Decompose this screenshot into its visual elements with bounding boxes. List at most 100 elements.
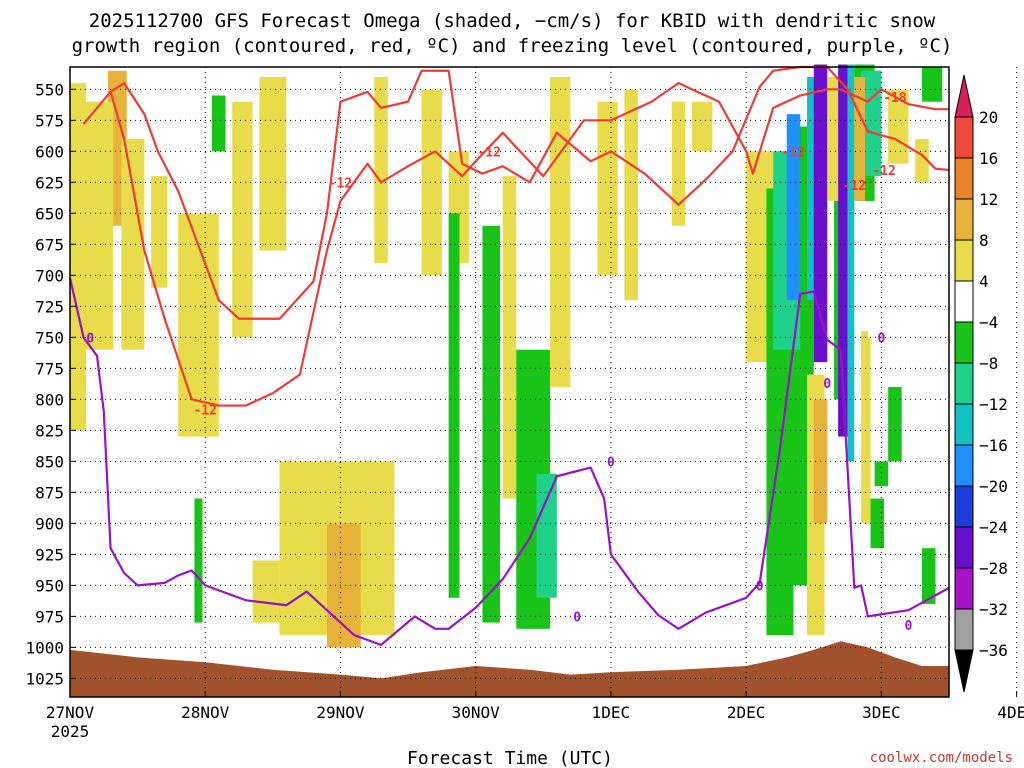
colorbar-segment xyxy=(954,403,974,446)
terrain-fill xyxy=(70,641,949,697)
colorbar-segment xyxy=(954,280,974,323)
purple-contour-label: 0 xyxy=(905,619,913,634)
colorbar-segment xyxy=(954,485,974,528)
purple-contour-label: 0 xyxy=(877,331,885,346)
x-tick-label: 28NOV xyxy=(181,703,230,722)
credit-text: coolwx.com/models xyxy=(870,750,1013,766)
colorbar-label: 8 xyxy=(979,231,989,250)
colorbar-label: 4 xyxy=(979,272,989,291)
omega-region xyxy=(921,548,936,604)
colorbar-label: −8 xyxy=(979,354,998,373)
omega-region xyxy=(252,560,280,623)
red-contour-label: -12 xyxy=(477,145,500,160)
omega-region xyxy=(874,461,889,487)
omega-region xyxy=(861,331,868,356)
colorbar-label: 16 xyxy=(979,149,998,168)
purple-contour-label: 0 xyxy=(573,610,581,625)
y-tick-label: 875 xyxy=(35,483,64,502)
colorbar-segment xyxy=(954,444,974,487)
omega-region xyxy=(70,83,87,431)
omega-region xyxy=(624,89,638,301)
omega-region xyxy=(838,64,848,437)
colorbar-segment xyxy=(954,239,974,282)
x-tick-label: 2DEC xyxy=(727,703,766,722)
omega-region xyxy=(502,176,517,499)
omega-region xyxy=(259,76,287,251)
y-tick-label: 1025 xyxy=(25,669,64,688)
omega-region xyxy=(786,114,801,301)
omega-region xyxy=(671,101,686,226)
purple-contour-label: 0 xyxy=(607,455,615,470)
y-tick-label: 550 xyxy=(35,80,64,99)
omega-region xyxy=(178,213,219,437)
omega-region xyxy=(861,70,882,177)
colorbar-label: 12 xyxy=(979,190,998,209)
colorbar-segment xyxy=(954,116,974,159)
omega-region xyxy=(194,498,203,623)
dgz-contour-bottom xyxy=(109,82,949,407)
omega-region xyxy=(692,101,713,152)
colorbar-segment xyxy=(954,567,974,610)
red-contour-label: -12 xyxy=(843,179,866,194)
colorbar-label: −4 xyxy=(979,313,998,332)
y-tick-label: 650 xyxy=(35,204,64,223)
chart-title-line2: growth region (contoured, red, ºC) and f… xyxy=(72,35,953,57)
colorbar-label: −16 xyxy=(979,436,1008,455)
red-contour-label: -12 xyxy=(782,145,805,160)
y-tick-label: 600 xyxy=(35,142,64,161)
y-tick-label: 950 xyxy=(35,576,64,595)
omega-shading xyxy=(70,64,943,648)
omega-region xyxy=(83,101,114,350)
omega-region xyxy=(921,67,943,102)
omega-region xyxy=(847,64,855,462)
colorbar-segment xyxy=(954,321,974,364)
omega-region xyxy=(211,95,226,152)
colorbar-segment xyxy=(954,608,974,651)
y-tick-label: 825 xyxy=(35,421,64,440)
omega-region xyxy=(374,76,388,263)
x-tick-label: 27NOV xyxy=(46,703,95,722)
omega-region xyxy=(421,89,442,276)
y-tick-label: 925 xyxy=(35,545,64,564)
x-tick-label: 3DEC xyxy=(862,703,901,722)
y-tick-label: 975 xyxy=(35,607,64,626)
omega-region xyxy=(536,473,557,598)
omega-region xyxy=(482,225,501,623)
colorbar-label: −20 xyxy=(979,477,1008,496)
colorbar-label: −36 xyxy=(979,641,1008,660)
colorbar-segment xyxy=(954,362,974,405)
contour-labels: -12 -12 -12 -12 -12 -12 -18 0 0 0 0 0 0 0 xyxy=(86,91,912,634)
omega-region xyxy=(121,138,145,350)
red-contour-label: -12 xyxy=(193,403,216,418)
colorbar-segment xyxy=(954,526,974,569)
y-tick-label: 800 xyxy=(35,390,64,409)
omega-region xyxy=(915,138,929,183)
omega-region xyxy=(550,76,571,387)
purple-contour-label: 0 xyxy=(756,579,764,594)
red-contour-label: -12 xyxy=(872,164,895,179)
gridlines xyxy=(70,67,1018,697)
purple-contour-label: 0 xyxy=(86,331,94,346)
y-tick-label: 900 xyxy=(35,514,64,533)
purple-contour-label: 0 xyxy=(823,377,831,392)
colorbar-segment xyxy=(954,198,974,241)
y-axis-ticks: 550 575 600 625 650 675 700 725 750 775 800 825 850 8… xyxy=(25,80,76,688)
x-tick-label: 29NOV xyxy=(316,703,365,722)
colorbar-label: 20 xyxy=(979,108,998,127)
freezing-level-contour xyxy=(68,277,950,647)
colorbar-label: −24 xyxy=(979,518,1008,537)
colorbar-top-arrow xyxy=(954,74,974,118)
x-tick-year: 2025 xyxy=(51,722,90,741)
x-tick-label: 4DEC xyxy=(997,703,1024,722)
y-tick-label: 700 xyxy=(35,266,64,285)
red-contour-label: -12 xyxy=(329,176,352,191)
surface-terrain xyxy=(70,641,949,697)
y-tick-label: 575 xyxy=(35,111,64,130)
colorbar-label: −32 xyxy=(979,600,1008,619)
omega-region xyxy=(232,101,253,338)
colorbar: 20 16 12 8 4 −4 −8 −12 −16 −20 −24 −28 −32 −36 xyxy=(954,74,1008,693)
omega-region xyxy=(597,101,618,276)
y-tick-label: 675 xyxy=(35,235,64,254)
omega-region xyxy=(870,498,885,549)
